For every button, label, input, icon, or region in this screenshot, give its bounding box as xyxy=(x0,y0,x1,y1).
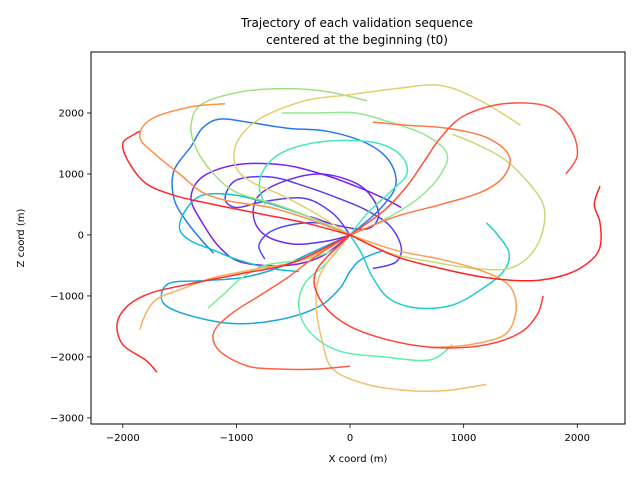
trajectory-line-6 xyxy=(160,234,385,325)
trajectory-line-23 xyxy=(313,234,544,349)
chart-title-line-1: Trajectory of each validation sequence xyxy=(240,16,473,30)
trajectory-line-9 xyxy=(258,139,409,236)
x-tick-label: 0 xyxy=(347,433,353,444)
trajectory-line-20 xyxy=(349,121,511,236)
trajectory-line-12 xyxy=(281,111,449,236)
x-axis-label: X coord (m) xyxy=(329,454,388,465)
trajectory-line-25 xyxy=(121,130,351,236)
x-tick-label: −1000 xyxy=(220,433,254,444)
trajectory-line-22 xyxy=(349,102,579,236)
trajectory-line-21 xyxy=(212,234,351,371)
x-axis-ticks: −2000 −1000 0 1000 2000 xyxy=(106,424,590,444)
trajectory-line-2 xyxy=(252,173,380,246)
trajectory-line-16 xyxy=(315,234,487,392)
trajectory-line-17 xyxy=(139,234,351,330)
trajectory-line-8 xyxy=(349,222,511,310)
x-tick-label: 2000 xyxy=(565,433,590,444)
series-group xyxy=(116,84,602,392)
trajectory-line-26 xyxy=(349,185,602,282)
trajectory-line-1 xyxy=(224,175,403,270)
y-tick-label: 1000 xyxy=(59,169,84,180)
trajectory-line-19 xyxy=(139,103,351,236)
trajectory-line-24 xyxy=(116,234,351,373)
trajectory-line-13 xyxy=(190,87,368,236)
trajectory-line-7 xyxy=(178,192,351,273)
y-tick-label: −3000 xyxy=(50,413,84,424)
y-axis-label: Z coord (m) xyxy=(16,209,27,268)
y-tick-label: 2000 xyxy=(59,108,84,119)
y-axis-ticks: −3000 −2000 −1000 0 1000 2000 xyxy=(50,108,91,424)
y-tick-label: −1000 xyxy=(50,291,84,302)
chart-title-line-2: centered at the beginning (t0) xyxy=(266,33,448,47)
trajectory-line-18 xyxy=(349,234,517,349)
y-tick-label: −2000 xyxy=(50,352,84,363)
trajectory-line-5 xyxy=(171,118,397,254)
trajectory-line-14 xyxy=(349,133,546,271)
y-tick-label: 0 xyxy=(78,230,84,241)
plot-frame xyxy=(90,51,626,425)
x-tick-label: −2000 xyxy=(106,433,140,444)
trajectory-line-15 xyxy=(233,84,521,236)
x-tick-label: 1000 xyxy=(451,433,476,444)
trajectory-line-10 xyxy=(297,234,453,362)
